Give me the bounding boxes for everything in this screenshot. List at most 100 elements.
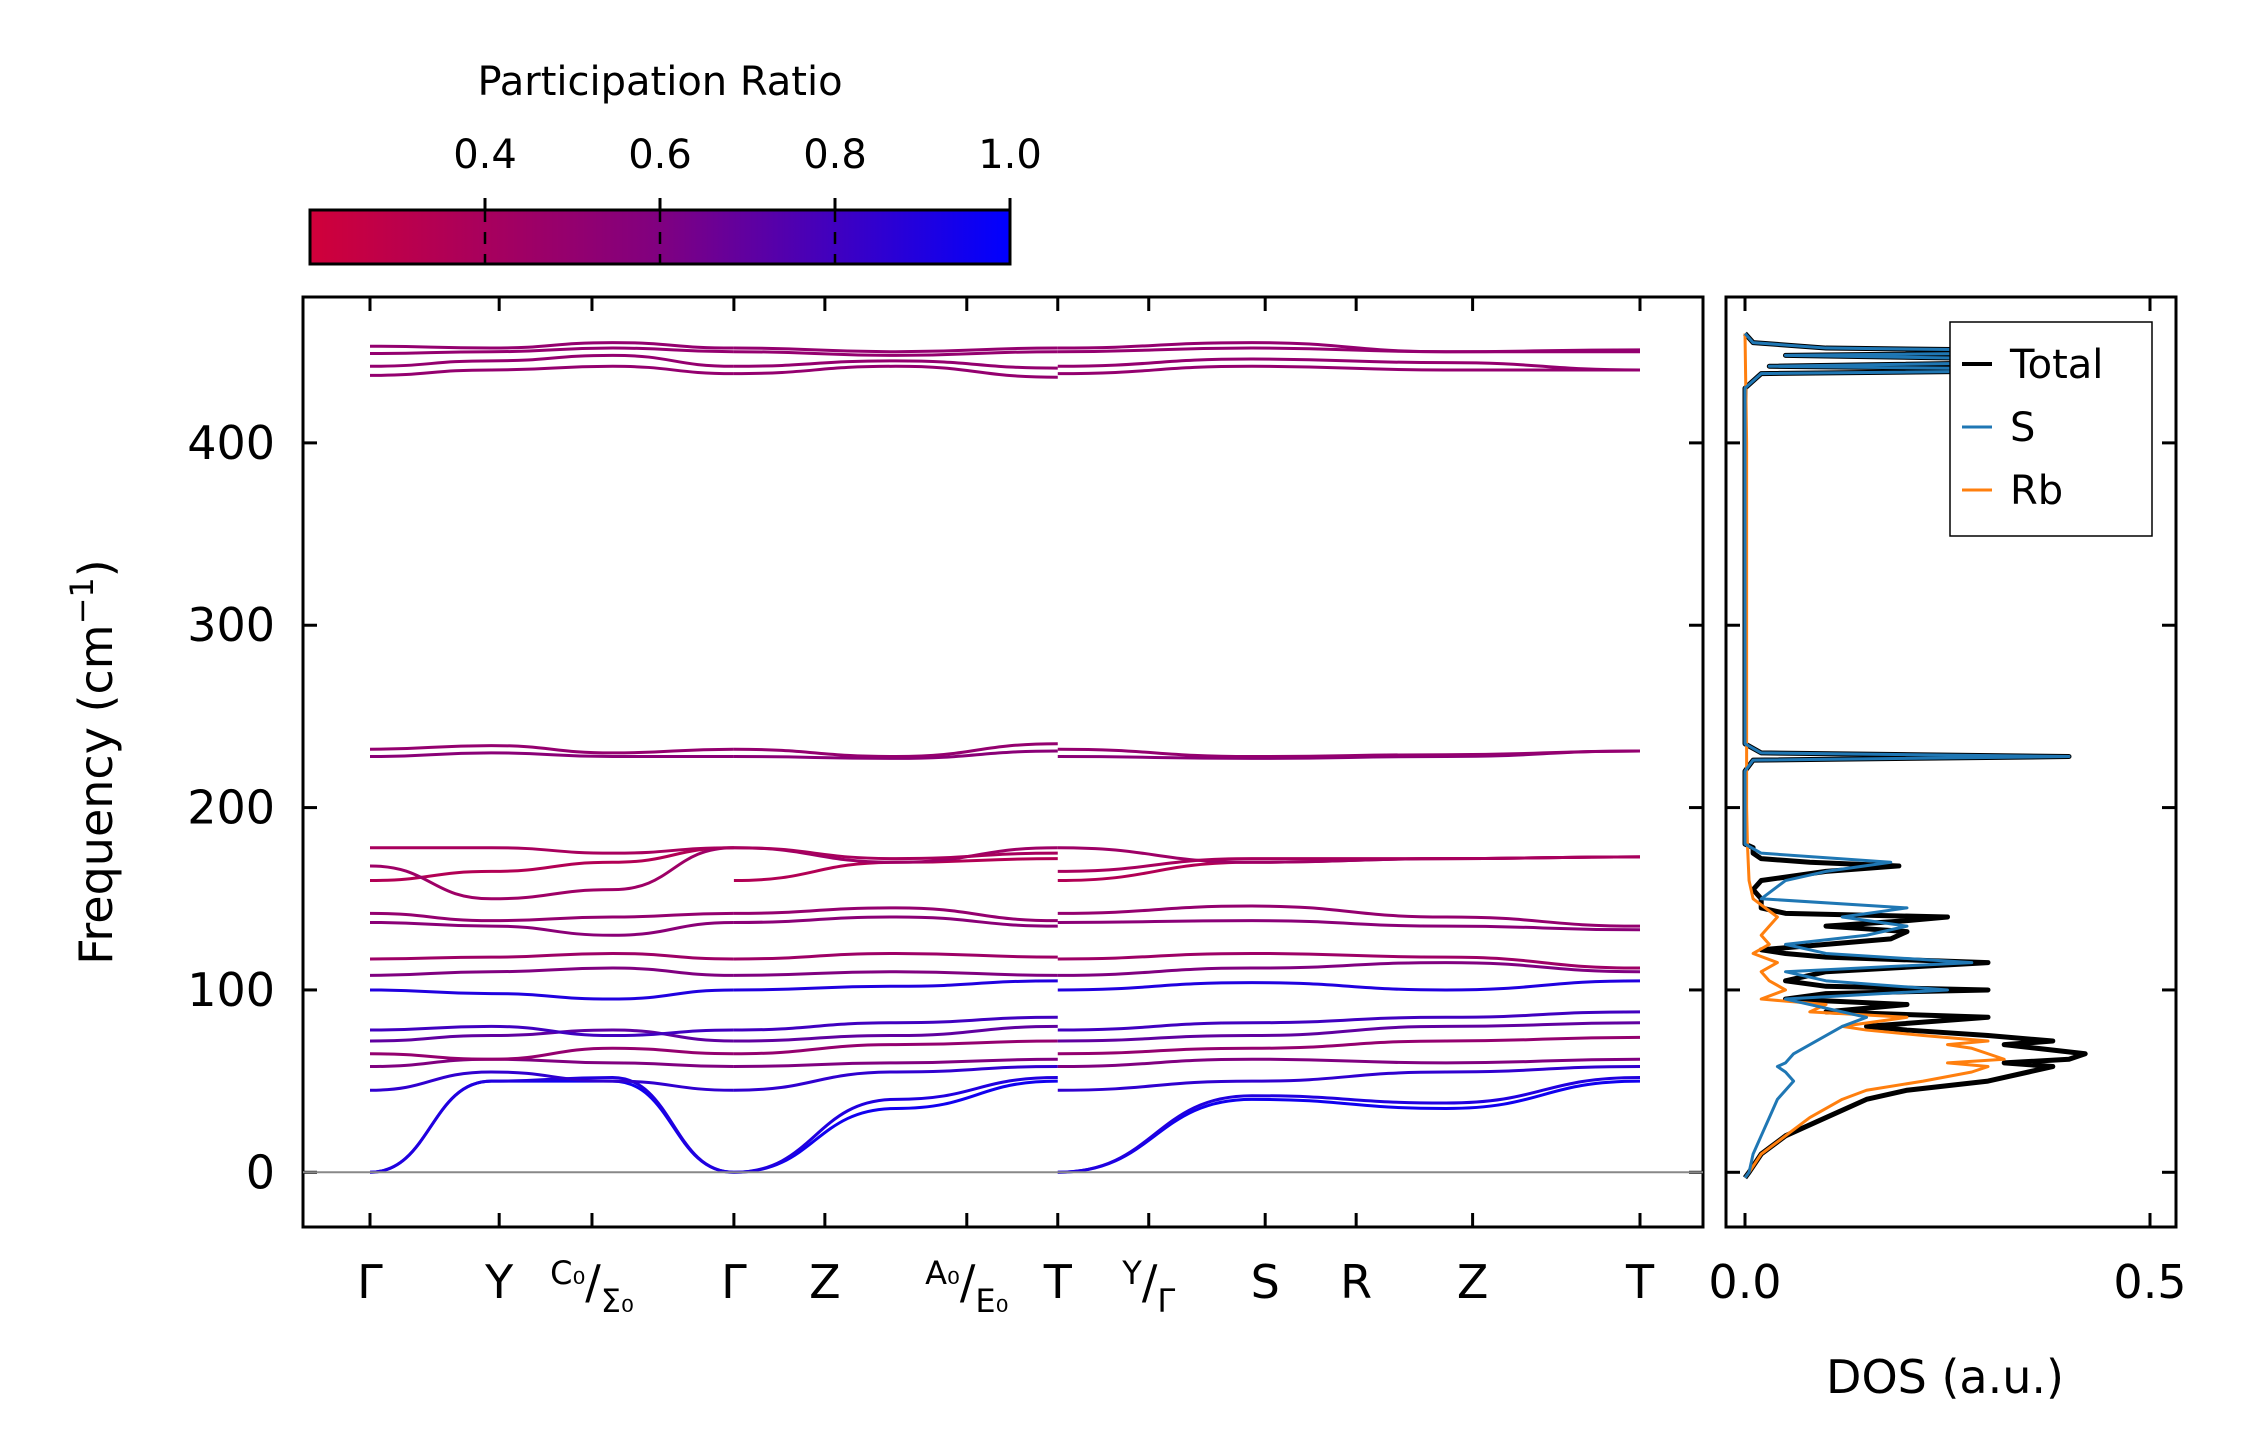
phonon-band	[1057, 1079, 1641, 1174]
phonon-band	[1057, 1065, 1641, 1092]
phonon-band	[733, 1075, 1058, 1174]
dos-lines	[1742, 331, 2153, 1180]
phonon-band	[369, 846, 734, 883]
phonon-band	[733, 1015, 1058, 1032]
phonon-band	[369, 1028, 734, 1043]
legend-box	[1949, 321, 2153, 537]
phonon-band	[733, 846, 1058, 861]
phonon-band	[369, 1024, 734, 1038]
phonon-band	[1057, 341, 1641, 354]
dos-panel-frame	[1724, 295, 2178, 1229]
kpoint-label: Γ	[357, 1255, 383, 1309]
phonon-band	[733, 364, 1058, 379]
phonon-band	[733, 1065, 1058, 1092]
colorbar-title: Participation Ratio	[477, 59, 842, 105]
phonon-band	[369, 1079, 734, 1174]
phonon-band	[1057, 951, 1641, 970]
legend-items: Total S Rb	[1962, 342, 2103, 514]
phonon-band	[369, 1046, 734, 1061]
phonon-band	[369, 1075, 734, 1174]
phonon-band	[733, 742, 1058, 759]
phonon-band	[1057, 919, 1641, 932]
phonon-band	[1057, 1057, 1641, 1069]
phonon-band	[733, 970, 1058, 977]
phonon-band	[370, 846, 734, 855]
colorbar-tick-label: 0.8	[803, 132, 867, 178]
y-tick-label: 100	[187, 963, 275, 1017]
y-axis-label: Frequency (cm−1)	[63, 559, 123, 964]
phonon-band	[1057, 357, 1641, 372]
phonon-band	[1057, 961, 1641, 977]
phonon-band	[733, 979, 1058, 992]
colorbar-tick-label: 0.4	[453, 132, 517, 178]
phonon-band	[369, 920, 734, 937]
colorbar: Participation Ratio 0.4 0.6 0.8 1.0	[308, 59, 1042, 266]
phonon-band	[1057, 1075, 1641, 1174]
kpoint-label: R	[1340, 1255, 1372, 1309]
phonon-band	[369, 744, 734, 755]
phonon-band	[369, 346, 734, 356]
y-tick-label: 400	[187, 416, 275, 470]
phonon-band	[369, 988, 734, 1001]
phonon-band	[1057, 1021, 1641, 1043]
phonon-band	[369, 353, 734, 368]
phonon-band	[369, 751, 734, 759]
kpoint-label: Y/Γ	[1121, 1254, 1175, 1320]
legend-label: S	[2010, 405, 2035, 451]
phonon-band	[733, 749, 1058, 760]
phonon-band	[733, 1024, 1058, 1043]
kpoint-label: Z	[809, 1255, 841, 1309]
phonon-band	[733, 951, 1058, 961]
dos-x-tick-label: 0.5	[2113, 1255, 2186, 1309]
colorbar-tick-label: 1.0	[978, 132, 1042, 178]
y-tick-label: 300	[187, 598, 275, 652]
phonon-band	[1057, 855, 1641, 873]
band-lines	[369, 341, 1641, 1174]
phonon-band	[733, 359, 1058, 370]
legend: Total S Rb	[1949, 321, 2153, 537]
phonon-band	[733, 1079, 1058, 1174]
phonon-band	[733, 346, 1058, 354]
colorbar-ticks: 0.4 0.6 0.8 1.0	[453, 132, 1042, 264]
phonon-band	[1057, 1035, 1641, 1056]
legend-label: Rb	[2010, 468, 2063, 514]
kpoint-label: Γ	[721, 1255, 747, 1309]
dos-ticks: 0.0 0.5	[1708, 297, 2187, 1309]
colorbar-tick-label: 0.6	[628, 132, 692, 178]
kpoint-label: A₀/E₀	[925, 1254, 1008, 1320]
phonon-band	[369, 1070, 734, 1092]
phonon-band	[733, 915, 1058, 928]
phonon-band	[733, 906, 1058, 923]
phonon-band	[369, 1057, 734, 1069]
phonon-band	[1057, 364, 1640, 376]
phonon-band	[369, 911, 734, 923]
kpoint-label: Z	[1457, 1255, 1489, 1309]
band-y-ticks: 0 100 200 300 400	[187, 416, 1703, 1199]
dos-series-s	[1743, 332, 2152, 1179]
dos-panel: 0.0 0.5 DOS (a.u.) Total S Rb	[1708, 295, 2187, 1404]
dos-x-axis-label: DOS (a.u.)	[1826, 1350, 2064, 1404]
dos-x-tick-label: 0.0	[1708, 1255, 1781, 1309]
phonon-band	[369, 966, 734, 977]
band-x-ticks: Γ Y C₀/Σ₀ Γ Z A₀/E₀ T Y/Γ S R Z T	[357, 297, 1655, 1320]
phonon-band	[369, 341, 734, 350]
band-panel-frame	[301, 295, 1705, 1229]
phonon-band	[733, 1057, 1058, 1069]
phonon-band	[369, 951, 734, 961]
kpoint-label: T	[1043, 1255, 1073, 1309]
legend-label: Total	[2009, 342, 2103, 388]
phonon-band	[733, 1039, 1058, 1056]
phonon-band	[1057, 979, 1641, 992]
phonon-band	[369, 364, 734, 377]
phonon-band	[1057, 1010, 1641, 1032]
kpoint-label: C₀/Σ₀	[550, 1254, 634, 1320]
y-tick-label: 200	[187, 781, 275, 835]
phonon-band	[369, 846, 734, 901]
kpoint-label: S	[1251, 1255, 1280, 1309]
band-panel: 0 100 200 300 400 Γ Y C₀/Σ₀ Γ Z A₀/E₀ T Y/Γ S R Z T Fre…	[63, 295, 1705, 1320]
phonon-band	[733, 350, 1058, 357]
kpoint-label: Y	[484, 1255, 514, 1309]
kpoint-label: T	[1625, 1255, 1655, 1309]
y-tick-label: 0	[246, 1145, 275, 1199]
